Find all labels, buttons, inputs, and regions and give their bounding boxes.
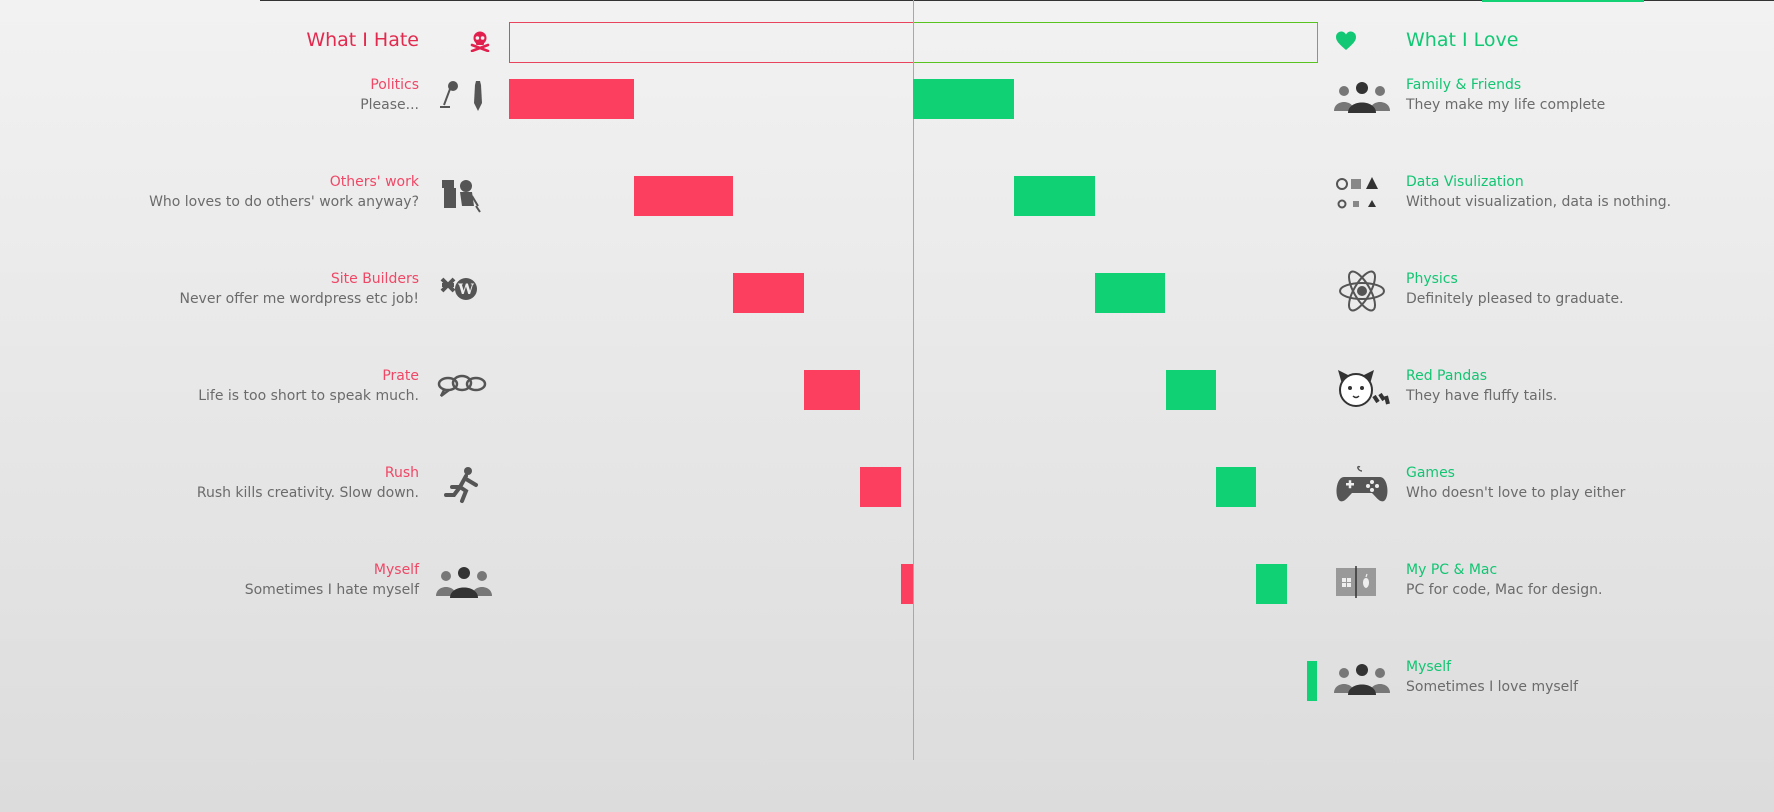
hate-header-box: [509, 22, 914, 63]
love-item-label: Red Pandas They have fluffy tails.: [1406, 368, 1558, 404]
love-bar: [1094, 273, 1166, 313]
skull-crossbones-icon: [470, 31, 490, 52]
heart-icon: [1336, 31, 1356, 50]
hate-bar: [634, 176, 734, 216]
top-border-line: [260, 0, 1774, 1]
hate-item-label: Site Builders Never offer me wordpress et…: [179, 271, 419, 307]
group-icon: [1334, 82, 1390, 113]
love-item-label: Games Who doesn't love to play either: [1406, 465, 1626, 501]
love-header-title: What I Love: [1406, 29, 1519, 51]
joomla-wordpress-icon: W: [440, 277, 477, 300]
hate-item-label: Others' work Who loves to do others' work…: [149, 174, 419, 210]
love-bar: [1165, 370, 1216, 410]
love-item-label: Physics Definitely pleased to graduate.: [1406, 271, 1624, 307]
love-item-label: Myself Sometimes I love myself: [1406, 659, 1579, 695]
love-item-label: Data Visulization Without visualization, …: [1406, 174, 1672, 210]
love-bar: [1014, 176, 1095, 216]
top-accent-line: [1482, 0, 1644, 2]
group-icon: [436, 567, 492, 598]
gamepad-icon: [1336, 465, 1388, 502]
hate-bar: [509, 79, 635, 119]
hate-bar: [860, 467, 901, 507]
love-item-label: Family & Friends They make my life comple…: [1406, 77, 1606, 113]
love-bar: [913, 79, 1014, 119]
love-item-label: My PC & Mac PC for code, Mac for design.: [1406, 562, 1603, 598]
windows-apple-icon: [1336, 566, 1376, 598]
hate-bar: [733, 273, 804, 313]
hate-header-title: What I Hate: [306, 29, 419, 51]
atom-icon: [1339, 270, 1385, 312]
hate-item-label: Rush Rush kills creativity. Slow down.: [196, 465, 419, 501]
hate-item-label: Myself Sometimes I hate myself: [244, 562, 419, 598]
hate-bar: [900, 564, 913, 604]
tired-worker-icon: [442, 180, 481, 213]
hate-item-label: Politics Please...: [360, 77, 419, 113]
center-axis: [913, 0, 914, 760]
red-panda-icon: [1338, 370, 1390, 407]
svg-text:W: W: [457, 282, 474, 298]
hate-bar: [803, 370, 861, 410]
running-man-icon: [444, 467, 478, 503]
speech-bubbles-icon: [437, 374, 487, 397]
hate-item-label: Prate Life is too short to speak much.: [198, 368, 419, 404]
love-bar: [1216, 467, 1257, 507]
microphone-tie-icon: [440, 81, 482, 111]
shapes-icon: [1336, 177, 1378, 209]
love-bar: [1256, 564, 1287, 604]
group-icon: [1334, 664, 1390, 695]
love-bar: [1306, 661, 1317, 701]
love-header-box: [913, 22, 1318, 63]
